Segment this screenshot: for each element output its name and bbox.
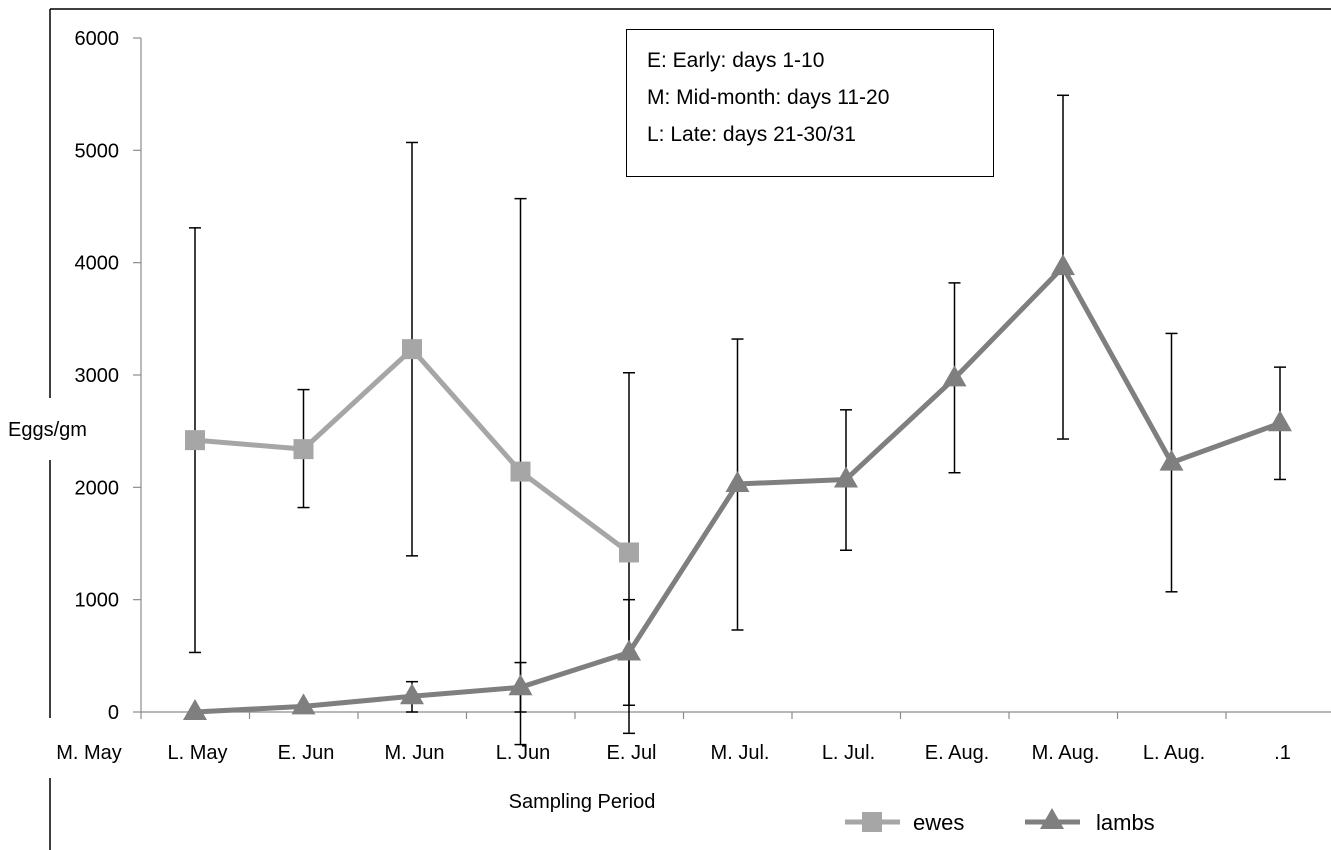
legend-lambs-label: lambs [1096,810,1155,835]
point-lambs [617,639,641,661]
legend: ewes lambs [845,808,1155,835]
point-lambs [1268,410,1292,432]
x-tick-label: E. Jun [278,742,335,764]
x-tick-label: M. Aug. [1032,742,1100,764]
annotation-early: E: Early: days 1-10 [647,49,825,72]
x-tick-label: L. May [167,742,227,764]
x-axis-title: Sampling Period [509,791,656,813]
point-ewes [185,430,205,451]
point-lambs [725,470,750,492]
y-tick-label: 4000 [75,253,120,275]
annotation-mid: M: Mid-month: days 11-20 [647,86,890,109]
annotation-box: E: Early: days 1-10 M: Mid-month: days 1… [626,29,994,177]
y-tick-label: 6000 [75,28,120,50]
x-tick-label: L. Jul. [822,742,875,764]
point-lambs [1159,449,1184,471]
annotation-late: L: Late: days 21-30/31 [647,123,856,146]
point-lambs [400,683,424,705]
x-tick-label: M. May [56,742,122,764]
y-tick-label: 2000 [75,477,120,499]
error-bars [189,94,1286,746]
point-lambs [834,466,858,488]
x-tick-label: M. Jun [384,742,444,764]
point-lambs [1051,254,1075,276]
point-ewes [510,461,531,482]
y-tick-label: 5000 [75,140,120,162]
y-tick-label: 3000 [75,365,120,387]
x-tick-label: M. Jul. [711,742,770,764]
series-markers [183,254,1292,720]
x-ticks: M. May L. May E. Jun M. Jun L. Jun E. Jul M. J… [56,712,1291,764]
y-ticks: 0 1000 2000 3000 4000 5000 6000 [75,28,141,724]
point-ewes [293,439,314,460]
point-lambs [508,674,533,696]
y-tick-label: 0 [108,702,119,724]
x-tick-label: L. Aug. [1143,742,1205,764]
legend-ewes-marker [862,812,882,832]
point-lambs [942,365,967,387]
x-tick-label: .1 [1274,742,1291,764]
x-tick-label: E. Aug. [925,742,990,764]
point-lambs [183,699,207,720]
point-ewes [402,339,422,360]
y-tick-label: 1000 [75,590,120,612]
legend-ewes-label: ewes [913,810,964,835]
x-tick-label: E. Jul [606,742,656,764]
y-axis-title: Eggs/gm [8,419,87,441]
point-ewes [619,542,639,563]
legend-lambs-marker [1040,808,1064,829]
point-lambs [291,693,316,715]
x-tick-label: L. Jun [496,742,550,764]
